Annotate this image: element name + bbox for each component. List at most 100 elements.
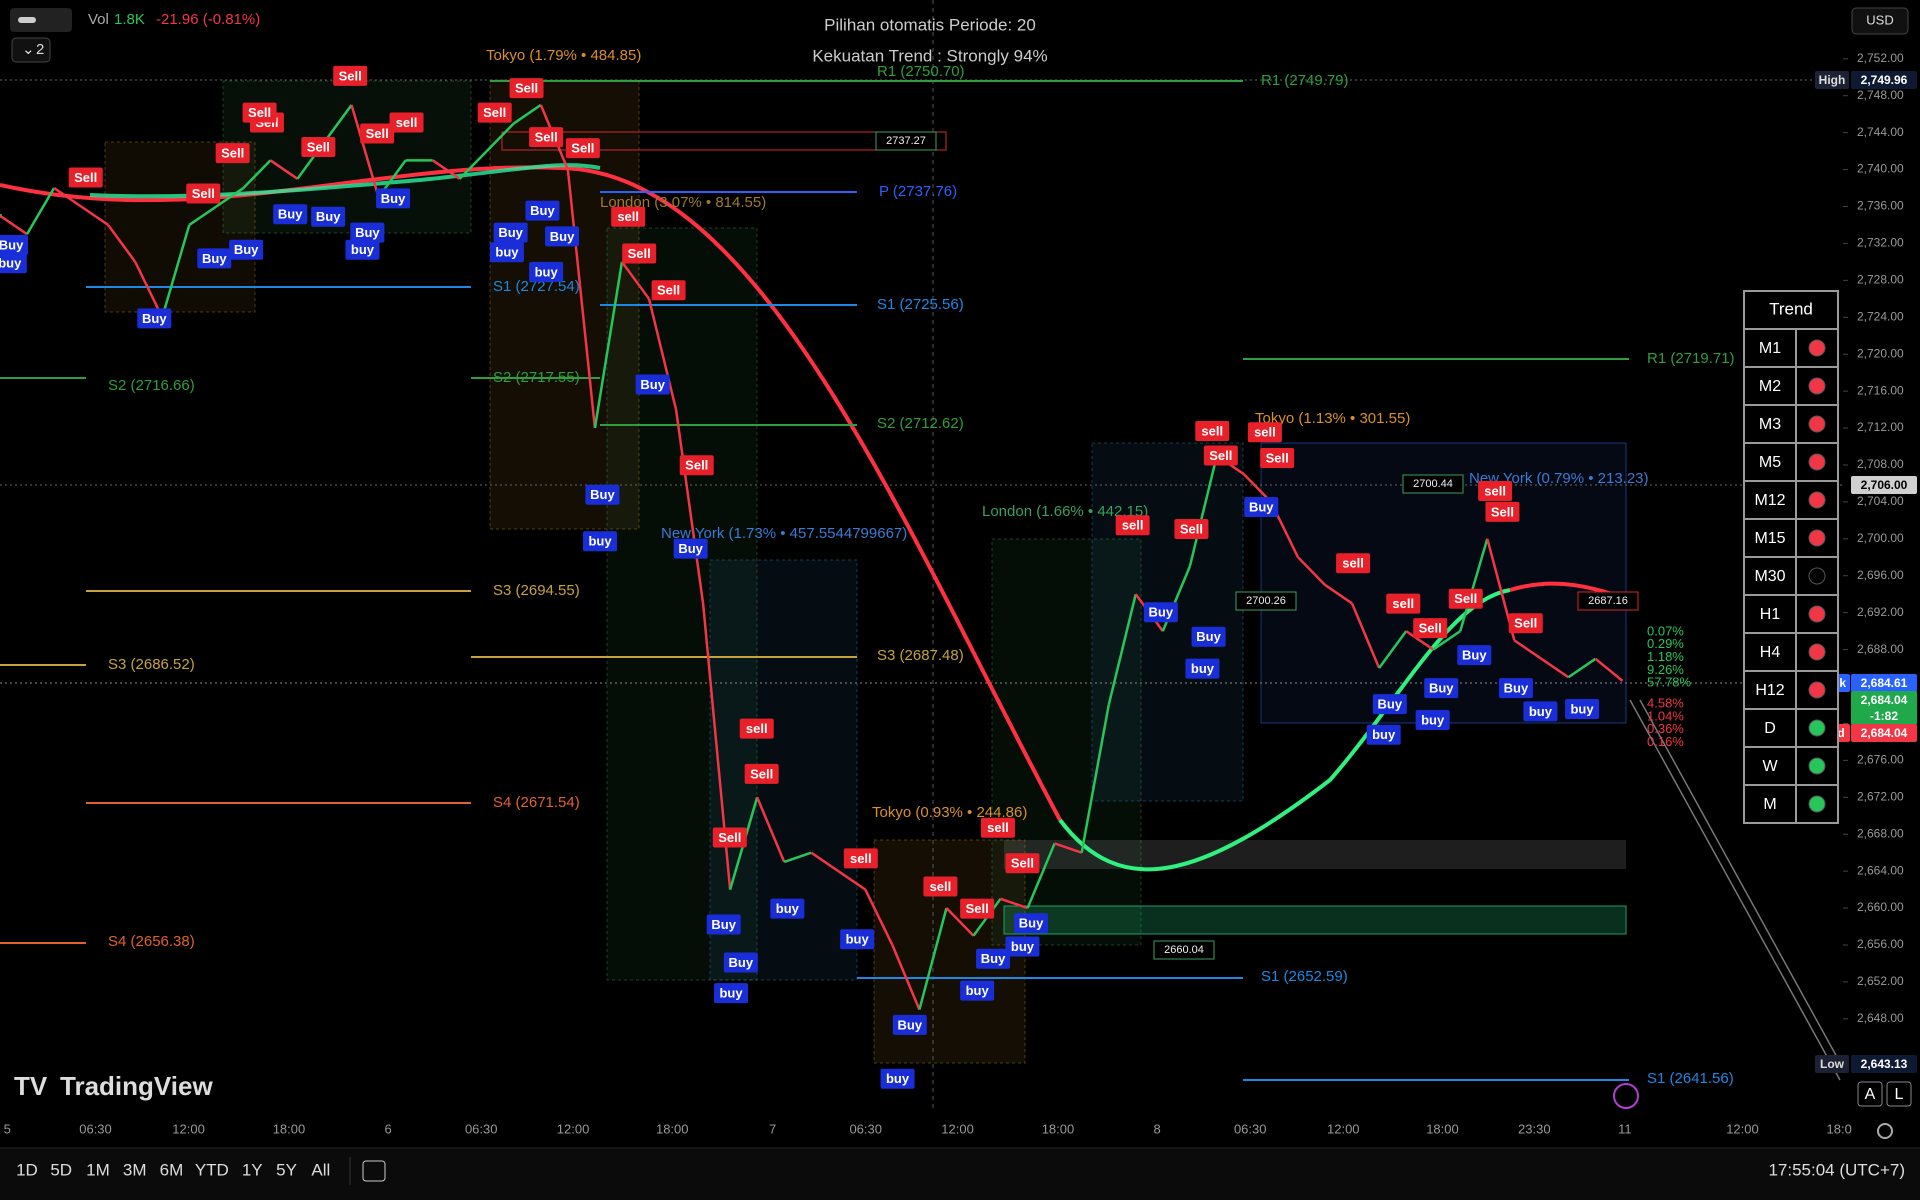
signal-label: Sell — [657, 283, 680, 298]
time-label: 12:00 — [1327, 1121, 1360, 1136]
signal-label: Sell — [1454, 591, 1477, 606]
price-tick-label: 2,664.00 — [1857, 863, 1904, 877]
interval-dropdown[interactable] — [11, 37, 51, 63]
signal-label: Sell — [339, 68, 362, 83]
signal-label: Sell — [1180, 521, 1203, 536]
signal-label: Buy — [278, 207, 303, 222]
price-segment — [1107, 593, 1137, 706]
price-tick-label: 2,700.00 — [1857, 531, 1904, 545]
price-segment — [269, 159, 299, 180]
price-box — [1402, 474, 1464, 494]
signal-label: Sell — [571, 141, 594, 156]
axis-button[interactable]: L — [1895, 1086, 1904, 1103]
signal-badge — [843, 848, 878, 869]
signal-label: sell — [930, 879, 952, 894]
trend-dot — [1808, 643, 1826, 661]
currency-button[interactable] — [1851, 7, 1909, 35]
signal-label: Buy — [898, 1017, 923, 1032]
signal-label: buy — [0, 256, 22, 271]
signal-badge — [723, 952, 758, 973]
high-price: 2,749.96 — [1861, 73, 1908, 87]
signal-badge — [1336, 553, 1371, 574]
signal-badge — [585, 484, 620, 505]
price-box-label: 2660.04 — [1164, 944, 1204, 956]
price-segment — [1000, 897, 1028, 910]
price-segment — [0, 214, 28, 236]
signal-label: sell — [987, 820, 1009, 835]
price-segment — [1540, 657, 1570, 679]
axis-button[interactable]: A — [1865, 1086, 1876, 1103]
calendar-icon[interactable] — [362, 1160, 386, 1182]
symbol-icons[interactable] — [10, 8, 72, 32]
signal-label: Sell — [221, 146, 244, 161]
time-label: 6 — [385, 1121, 392, 1136]
range-button[interactable]: 3M — [123, 1160, 147, 1179]
axis-button-bg[interactable] — [1886, 1081, 1912, 1107]
signal-badge — [1005, 936, 1040, 957]
trend-curve — [1058, 588, 1511, 872]
trend-dot — [1808, 567, 1826, 585]
pivot-label: P (2737.76) — [879, 183, 957, 200]
signal-badge — [350, 222, 385, 243]
range-button[interactable]: 1M — [86, 1160, 110, 1179]
time-label: 23:30 — [1518, 1121, 1551, 1136]
signal-badge — [880, 1068, 915, 1089]
signal-badge — [345, 239, 380, 260]
replay-icon[interactable] — [1613, 1083, 1639, 1109]
trend-dot — [1808, 605, 1826, 623]
range-button[interactable]: 6M — [160, 1160, 184, 1179]
signal-label: buy — [846, 932, 870, 947]
axis-button-bg[interactable] — [1857, 1081, 1883, 1107]
price-tick-label: 2,672.00 — [1857, 789, 1904, 803]
bid-price-bg — [1851, 724, 1917, 742]
signal-badge — [1372, 694, 1407, 715]
signal-badge — [1565, 698, 1600, 719]
signal-badge — [529, 261, 564, 282]
signal-label: buy — [719, 986, 743, 1001]
signal-label: Buy — [0, 237, 24, 252]
range-button[interactable]: YTD — [195, 1160, 229, 1179]
signal-label: Buy — [981, 951, 1006, 966]
settings-icon[interactable] — [1877, 1123, 1893, 1139]
signal-label: buy — [1011, 939, 1035, 954]
signal-label: buy — [1570, 701, 1594, 716]
percent-up: 0.07% — [1647, 623, 1684, 638]
signal-badge — [311, 206, 346, 227]
trend-row-label: M5 — [1759, 454, 1781, 471]
signal-badge — [1508, 613, 1543, 634]
signal-badge — [1195, 421, 1230, 442]
range-button[interactable]: All — [311, 1160, 330, 1179]
price-segment — [1432, 630, 1461, 651]
signal-badge — [712, 827, 747, 848]
time-label: 12:00 — [1726, 1121, 1759, 1136]
price-tick-label: 2,720.00 — [1857, 346, 1904, 360]
range-button[interactable]: 5D — [50, 1160, 72, 1179]
time-label: 18:0 — [1827, 1121, 1852, 1136]
trend-row-label: D — [1764, 720, 1776, 737]
price-tick-label: 2,712.00 — [1857, 420, 1904, 434]
signal-badge — [635, 374, 670, 395]
signal-label: Buy — [142, 311, 167, 326]
price-tick-label: 2,692.00 — [1857, 605, 1904, 619]
percent-up: 57.78% — [1647, 675, 1692, 690]
signal-badge — [1457, 645, 1492, 666]
range-button[interactable]: 1Y — [242, 1160, 263, 1179]
price-tick-label: 2,696.00 — [1857, 568, 1904, 582]
signal-badge — [1386, 593, 1421, 614]
price-segment — [485, 122, 515, 152]
signal-badge — [1260, 447, 1295, 468]
ask-price-bg — [1851, 674, 1917, 692]
time-label: 18:00 — [656, 1121, 689, 1136]
price-tick-label: 2,660.00 — [1857, 900, 1904, 914]
signal-label: sell — [1254, 425, 1276, 440]
vol-value: 1.8K — [114, 11, 145, 28]
range-button[interactable]: 1D — [16, 1160, 38, 1179]
signal-label: Buy — [1462, 648, 1487, 663]
currency[interactable]: USD — [1866, 12, 1893, 27]
range-button[interactable]: 5Y — [276, 1160, 297, 1179]
interval-count[interactable]: 2 — [36, 41, 44, 58]
price-segment — [242, 159, 272, 189]
signal-label: sell — [617, 209, 639, 224]
signal-badge — [1014, 913, 1049, 934]
mid-price-bg — [1851, 691, 1917, 709]
